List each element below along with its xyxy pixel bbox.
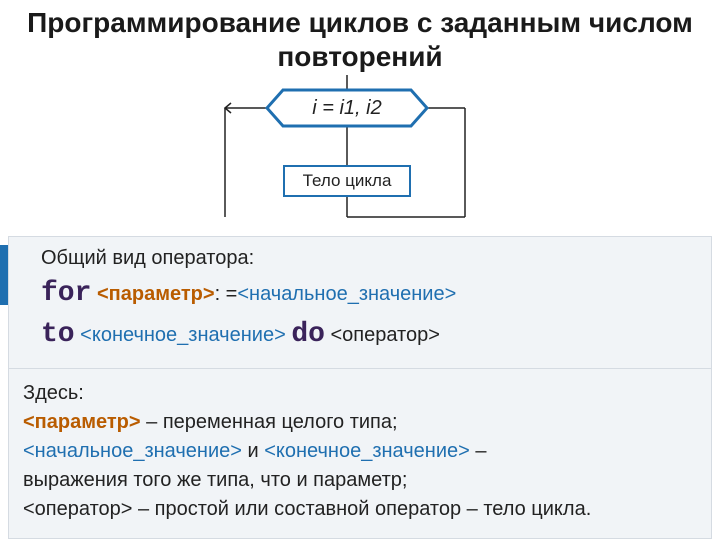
explain-line-4: <оператор> – простой или составной опера… (23, 495, 697, 524)
kw-to: to (41, 319, 75, 350)
syntax-final: <конечное_значение> (80, 324, 286, 346)
kw-for: for (41, 278, 91, 309)
explain-header: Здесь: (23, 379, 697, 408)
explanation-section: Здесь: <параметр> – переменная целого ти… (8, 368, 712, 539)
syntax-operator: <оператор> (330, 324, 439, 346)
syntax-code: for <параметр>: =<начальное_значение> to… (41, 274, 697, 355)
flowchart: i = i1, i2 Тело цикла (195, 75, 495, 235)
syntax-intro: Общий вид оператора: (41, 247, 697, 270)
syntax-initial: <начальное_значение> (237, 283, 456, 305)
explain-line-1: <параметр> – переменная целого типа; (23, 408, 697, 437)
explain-line-2: <начальное_значение> и <конечное_значени… (23, 437, 697, 466)
syntax-assign: : = (215, 283, 238, 305)
loop-body-box: Тело цикла (283, 165, 411, 197)
syntax-param: <параметр> (97, 283, 215, 305)
explain-line-3: выражения того же типа, что и параметр; (23, 466, 697, 495)
page-title: Программирование циклов с заданным число… (18, 6, 702, 73)
syntax-section: Общий вид оператора: for <параметр>: =<н… (8, 236, 712, 370)
kw-do: do (291, 319, 325, 350)
hex-label: i = i1, i2 (267, 90, 427, 126)
